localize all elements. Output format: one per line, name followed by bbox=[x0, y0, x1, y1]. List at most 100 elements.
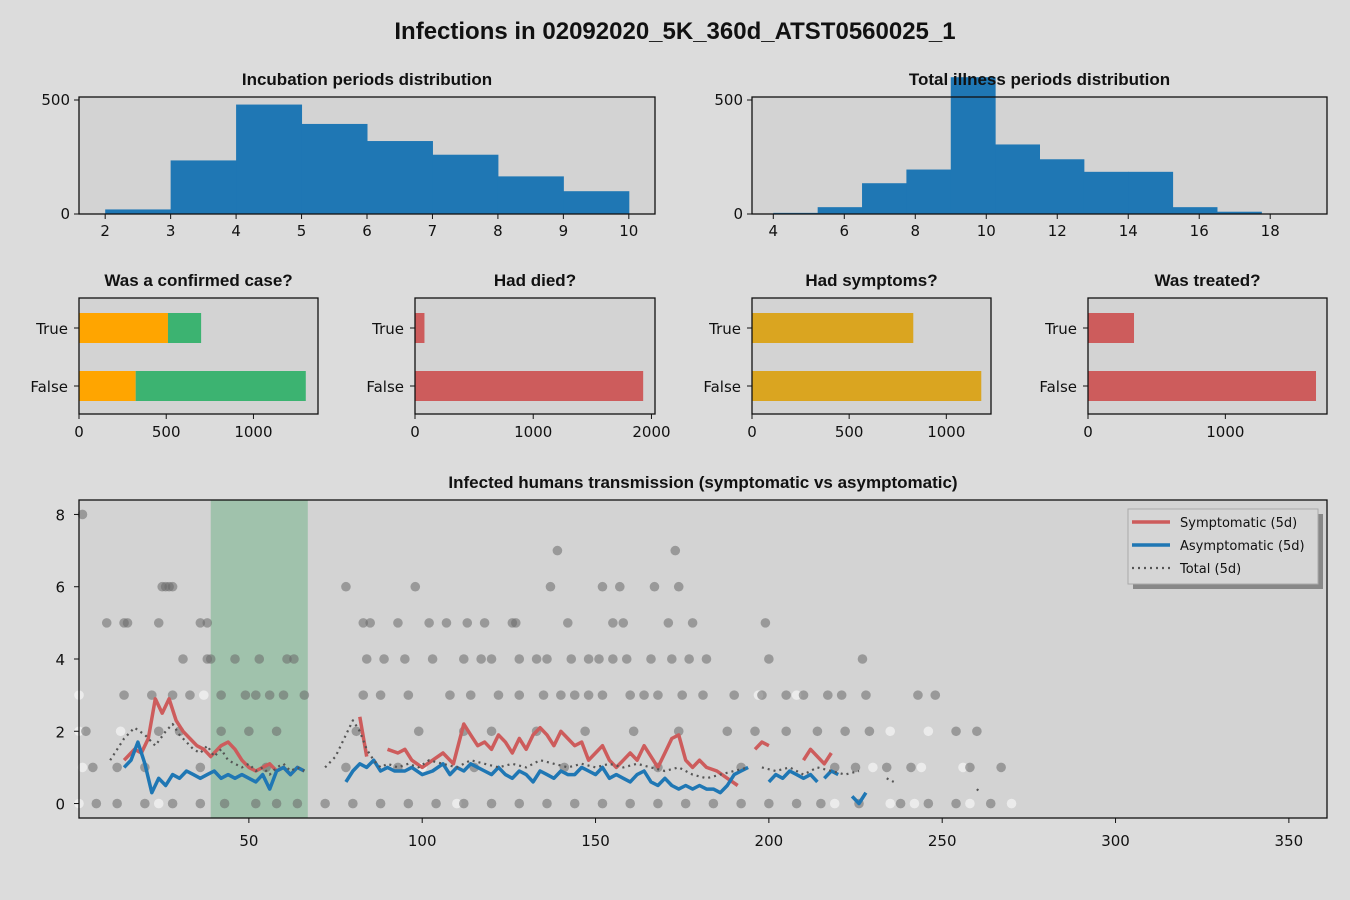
bar bbox=[1088, 371, 1317, 401]
x-tick-label: 0 bbox=[1083, 423, 1093, 441]
scatter-point bbox=[195, 618, 206, 628]
scatter-point bbox=[282, 654, 292, 664]
scatter-point bbox=[320, 798, 330, 809]
scatter-point-light bbox=[909, 798, 920, 809]
category-label: False bbox=[366, 378, 404, 396]
scatter-point-light bbox=[1006, 798, 1017, 809]
scatter-point bbox=[791, 798, 802, 809]
scatter-point bbox=[358, 618, 369, 628]
scatter-point bbox=[244, 726, 254, 737]
bar bbox=[752, 313, 914, 343]
scatter-point bbox=[615, 581, 625, 592]
scatter-point bbox=[278, 690, 289, 700]
scatter-point bbox=[951, 726, 961, 737]
chart-title: Was a confirmed case? bbox=[104, 271, 292, 290]
histogram-bar bbox=[1172, 207, 1218, 214]
scatter-point bbox=[413, 726, 424, 737]
series-line-symptomatic bbox=[386, 722, 739, 787]
incubation-histogram: 2 3 4 5 6 7 8 9 10 0 500 Incubation periods distrib… bbox=[41, 70, 656, 240]
scatter-point bbox=[153, 726, 164, 737]
scatter-point bbox=[167, 798, 178, 809]
scatter-point-light bbox=[868, 762, 878, 773]
scatter-point bbox=[798, 690, 809, 700]
scatter-point bbox=[545, 581, 556, 592]
scatter-point bbox=[77, 509, 88, 520]
histogram-bar bbox=[1128, 171, 1174, 214]
y-tick-label: 2 bbox=[55, 723, 65, 741]
x-tick-label: 16 bbox=[1190, 222, 1209, 240]
chart-title: Infected humans transmission (symptomati… bbox=[448, 473, 957, 492]
y-tick-label: 8 bbox=[55, 506, 65, 524]
series-line-total bbox=[976, 788, 982, 794]
x-tick-label: 1000 bbox=[927, 423, 965, 441]
scatter-point bbox=[653, 798, 663, 809]
scatter-point bbox=[112, 762, 122, 773]
scatter-point bbox=[649, 581, 660, 592]
x-tick-label: 5 bbox=[297, 222, 307, 240]
scatter-point-light bbox=[965, 798, 975, 809]
scatter-point bbox=[531, 654, 542, 664]
scatter-point bbox=[781, 690, 791, 700]
histogram-bar bbox=[432, 154, 499, 214]
scatter-point bbox=[569, 690, 580, 700]
chart-title: Had died? bbox=[494, 271, 576, 290]
scatter-point bbox=[708, 798, 719, 809]
series-line-symptomatic bbox=[753, 740, 770, 751]
had-died-chart: True False 0 1000 2000 Had died? bbox=[366, 271, 670, 441]
series-line-asymptomatic bbox=[122, 740, 306, 795]
category-label: True bbox=[35, 320, 68, 338]
category-label: False bbox=[30, 378, 68, 396]
series-line-total bbox=[886, 777, 895, 783]
histogram-bar bbox=[862, 183, 907, 214]
plot-frame bbox=[78, 297, 319, 415]
y-tick-label: 500 bbox=[714, 91, 743, 109]
bar bbox=[79, 371, 136, 401]
histogram-bar bbox=[563, 191, 630, 214]
scatter-point bbox=[760, 618, 771, 628]
series-line-symptomatic bbox=[358, 716, 369, 757]
bar bbox=[167, 313, 202, 343]
chart-title: Was treated? bbox=[1154, 271, 1260, 290]
scatter-point bbox=[812, 726, 823, 737]
scatter-point bbox=[167, 581, 178, 592]
scatter-point bbox=[764, 654, 774, 664]
scatter-point bbox=[424, 618, 434, 628]
scatter-point bbox=[621, 654, 632, 664]
x-tick-label: 50 bbox=[239, 832, 258, 850]
histogram-bar bbox=[1216, 211, 1262, 214]
scatter-point bbox=[251, 798, 261, 809]
scatter-point bbox=[653, 690, 663, 700]
plot-frame bbox=[751, 96, 1328, 215]
scatter-point bbox=[476, 654, 486, 664]
x-tick-label: 9 bbox=[559, 222, 569, 240]
scatter-point bbox=[996, 762, 1006, 773]
scatter-point bbox=[400, 654, 410, 664]
scatter-point bbox=[881, 762, 892, 773]
scatter-point bbox=[538, 690, 549, 700]
scatter-point bbox=[628, 726, 639, 737]
scatter-point bbox=[271, 726, 282, 737]
x-tick-label: 14 bbox=[1119, 222, 1138, 240]
scatter-point bbox=[698, 690, 708, 700]
scatter-point bbox=[299, 690, 310, 700]
scatter-point bbox=[514, 654, 525, 664]
x-tick-label: 1000 bbox=[514, 423, 552, 441]
scatter-point-light bbox=[923, 726, 934, 737]
scatter-point bbox=[81, 726, 91, 737]
y-tick-label: 0 bbox=[55, 796, 65, 814]
figure-title: Infections in 02092020_5K_360d_ATST05600… bbox=[394, 18, 955, 45]
scatter-point bbox=[583, 690, 594, 700]
chart-title: Incubation periods distribution bbox=[242, 70, 492, 89]
x-tick-label: 6 bbox=[362, 222, 372, 240]
scatter-point bbox=[427, 654, 438, 664]
scatter-point bbox=[906, 762, 916, 773]
scatter-point-light bbox=[885, 726, 895, 737]
scatter-point bbox=[511, 618, 521, 628]
scatter-point bbox=[670, 545, 681, 556]
x-tick-label: 500 bbox=[835, 423, 864, 441]
scatter-point-light bbox=[77, 762, 88, 773]
x-tick-label: 18 bbox=[1261, 222, 1280, 240]
x-tick-label: 4 bbox=[231, 222, 241, 240]
scatter-point bbox=[101, 618, 112, 628]
scatter-point bbox=[750, 726, 760, 737]
